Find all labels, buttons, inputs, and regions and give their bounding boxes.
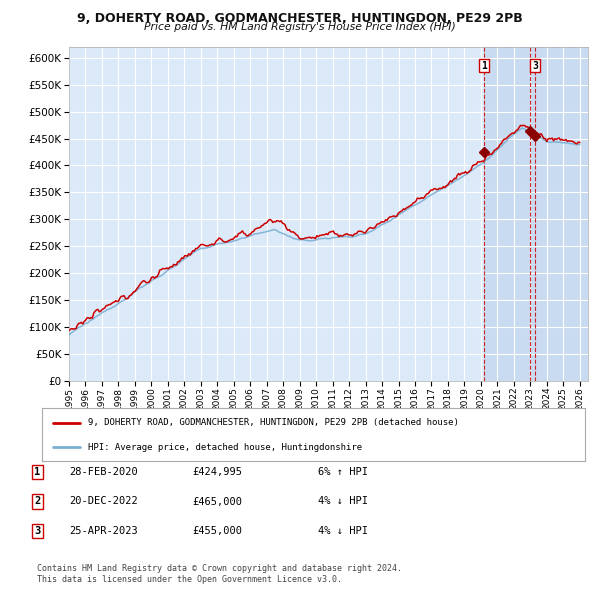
Text: 25-APR-2023: 25-APR-2023: [69, 526, 138, 536]
Text: 3: 3: [532, 61, 538, 71]
Text: 6% ↑ HPI: 6% ↑ HPI: [318, 467, 368, 477]
Text: 1: 1: [481, 61, 487, 71]
Text: 4% ↓ HPI: 4% ↓ HPI: [318, 526, 368, 536]
Text: 1: 1: [34, 467, 40, 477]
Text: £465,000: £465,000: [192, 497, 242, 506]
Text: 28-FEB-2020: 28-FEB-2020: [69, 467, 138, 477]
Text: £424,995: £424,995: [192, 467, 242, 477]
Bar: [484, 47, 588, 381]
Text: 3: 3: [34, 526, 40, 536]
Text: 9, DOHERTY ROAD, GODMANCHESTER, HUNTINGDON, PE29 2PB: 9, DOHERTY ROAD, GODMANCHESTER, HUNTINGD…: [77, 12, 523, 25]
Text: 20-DEC-2022: 20-DEC-2022: [69, 497, 138, 506]
Text: HPI: Average price, detached house, Huntingdonshire: HPI: Average price, detached house, Hunt…: [88, 442, 362, 451]
Text: 9, DOHERTY ROAD, GODMANCHESTER, HUNTINGDON, PE29 2PB (detached house): 9, DOHERTY ROAD, GODMANCHESTER, HUNTINGD…: [88, 418, 459, 427]
Text: 4% ↓ HPI: 4% ↓ HPI: [318, 497, 368, 506]
Text: This data is licensed under the Open Government Licence v3.0.: This data is licensed under the Open Gov…: [37, 575, 342, 584]
Text: 2: 2: [34, 497, 40, 506]
Text: Price paid vs. HM Land Registry's House Price Index (HPI): Price paid vs. HM Land Registry's House …: [144, 22, 456, 32]
Text: £455,000: £455,000: [192, 526, 242, 536]
Text: Contains HM Land Registry data © Crown copyright and database right 2024.: Contains HM Land Registry data © Crown c…: [37, 563, 402, 573]
